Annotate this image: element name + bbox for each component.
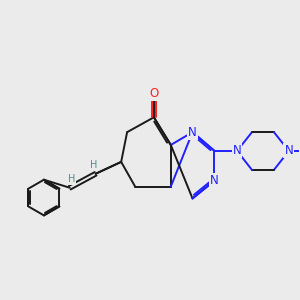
- Text: N: N: [284, 144, 293, 158]
- Text: H: H: [90, 160, 98, 170]
- Text: N: N: [188, 126, 197, 139]
- Text: N: N: [210, 174, 219, 187]
- Text: O: O: [149, 87, 158, 100]
- Text: H: H: [68, 174, 75, 184]
- Text: N: N: [233, 144, 242, 158]
